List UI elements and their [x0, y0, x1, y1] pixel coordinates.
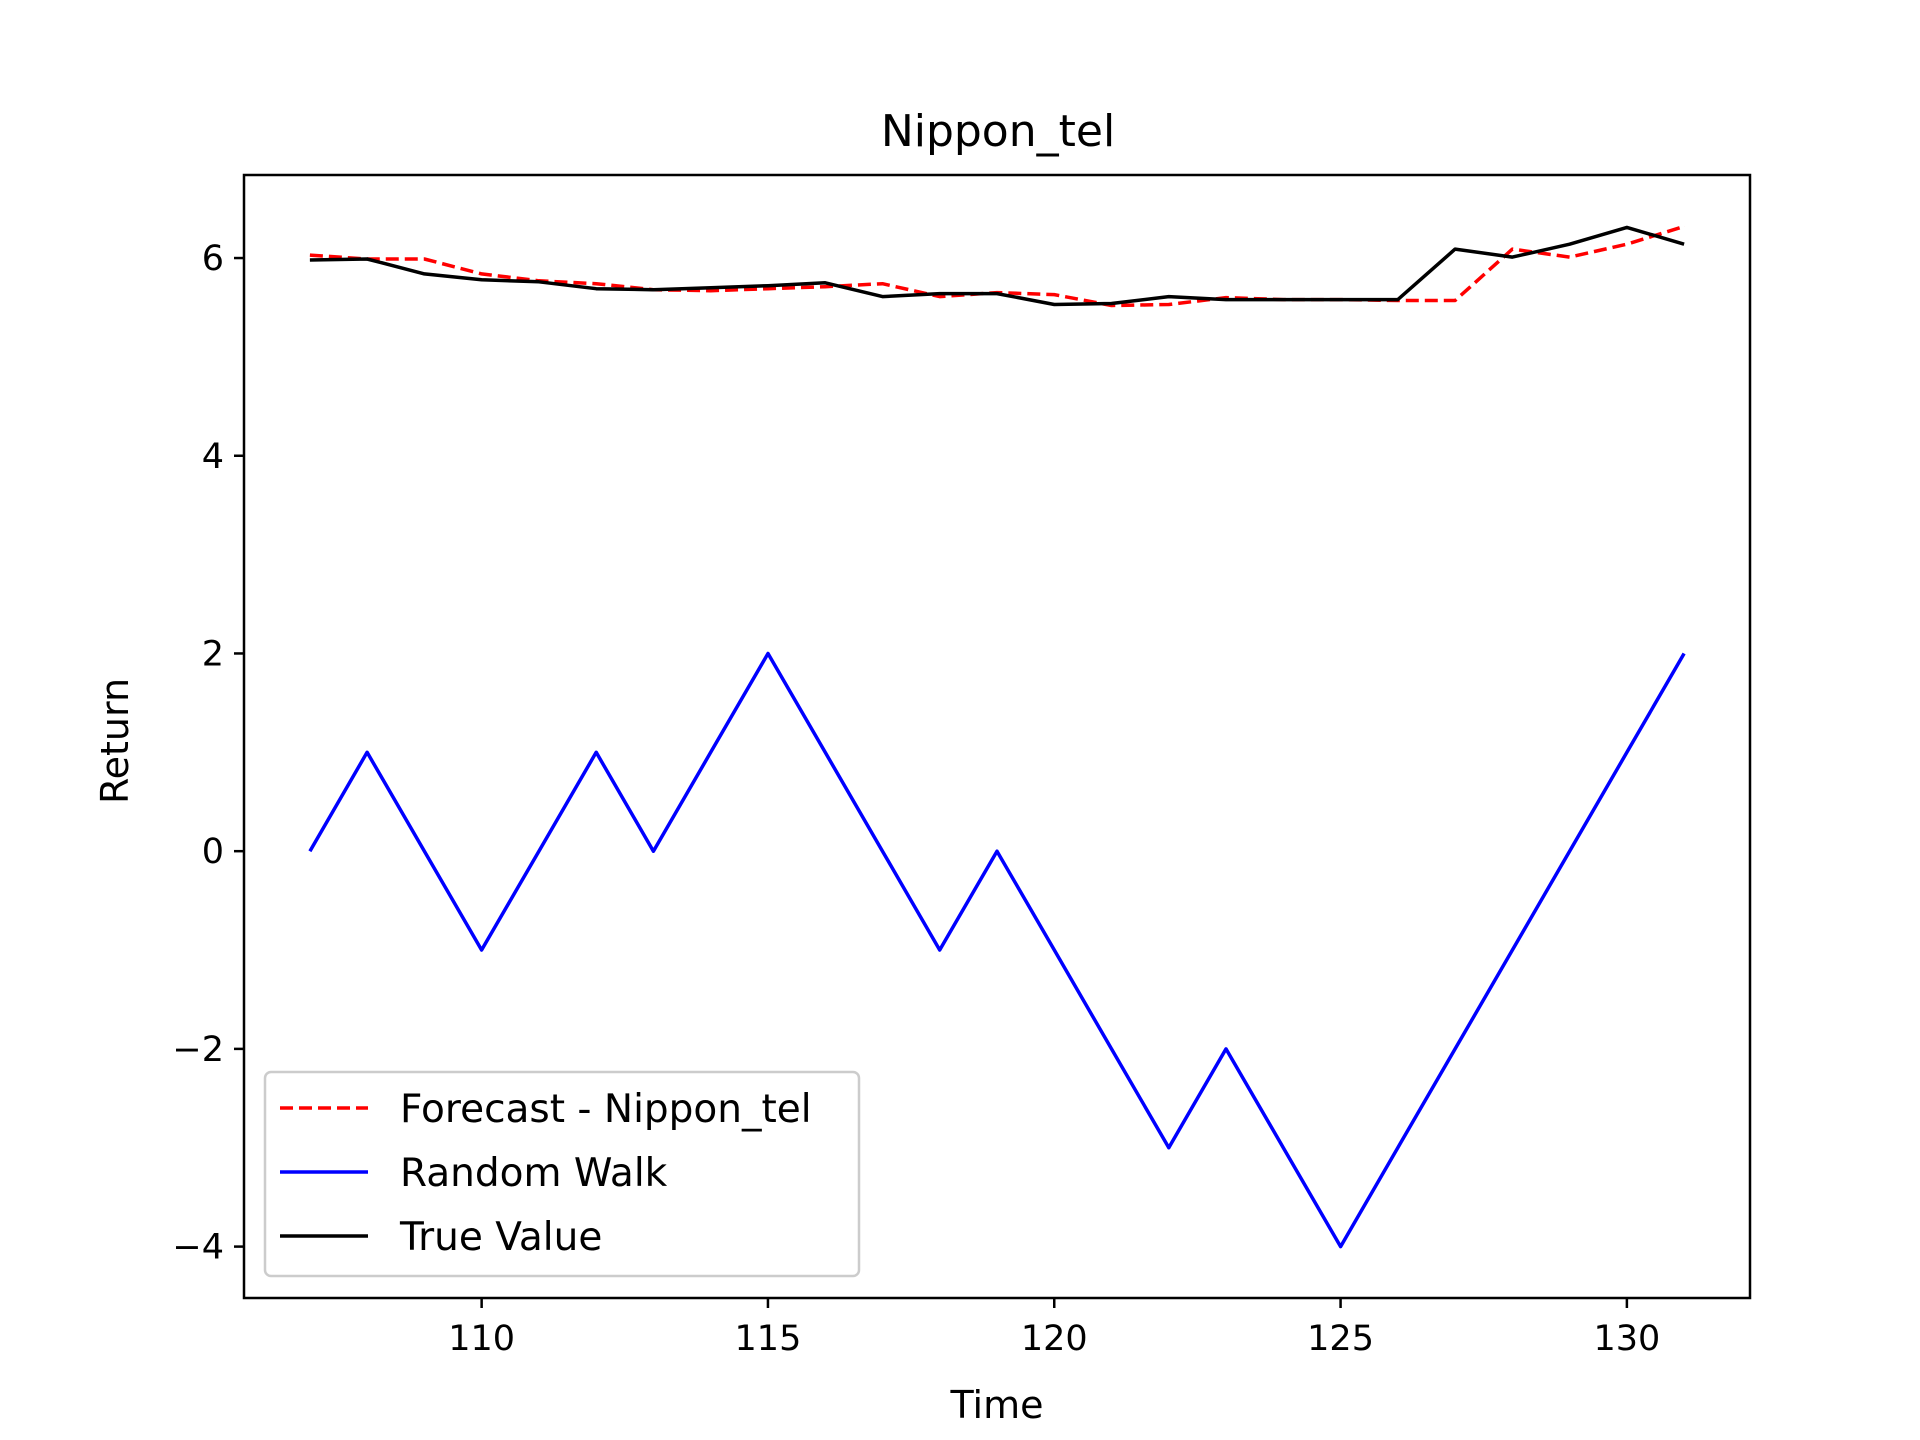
legend-label-2: True Value — [399, 1215, 602, 1260]
x-tick-label: 120 — [1021, 1319, 1088, 1359]
legend-box — [263, 1070, 861, 1278]
x-axis-label: Time — [950, 1383, 1044, 1427]
y-tick-label: 2 — [202, 634, 224, 674]
series-layer — [308, 224, 1686, 1249]
legend-label-0: Forecast - Nippon_tel — [400, 1087, 812, 1132]
y-tick-label: 6 — [202, 239, 224, 279]
legend-label-1: Random Walk — [400, 1151, 668, 1196]
x-axis: 110 115 120 125 130 — [448, 1298, 1660, 1359]
y-tick-label: −2 — [172, 1030, 224, 1070]
plot-frame — [242, 173, 1752, 1300]
legend: Forecast - Nippon_tel Random Walk True Val… — [263, 1070, 861, 1278]
y-axis: −4 −2 0 2 4 6 — [172, 239, 244, 1268]
y-tick-label: 4 — [202, 437, 224, 477]
x-tick-label: 125 — [1307, 1319, 1374, 1359]
y-tick-label: 0 — [202, 832, 224, 872]
y-tick-label: −4 — [172, 1228, 224, 1268]
x-tick-label: 115 — [735, 1319, 802, 1359]
x-tick-label: 130 — [1593, 1319, 1660, 1359]
x-tick-label: 110 — [448, 1319, 515, 1359]
y-axis-label: Return — [93, 678, 137, 804]
chart-title: Nippon_tel — [881, 106, 1115, 157]
